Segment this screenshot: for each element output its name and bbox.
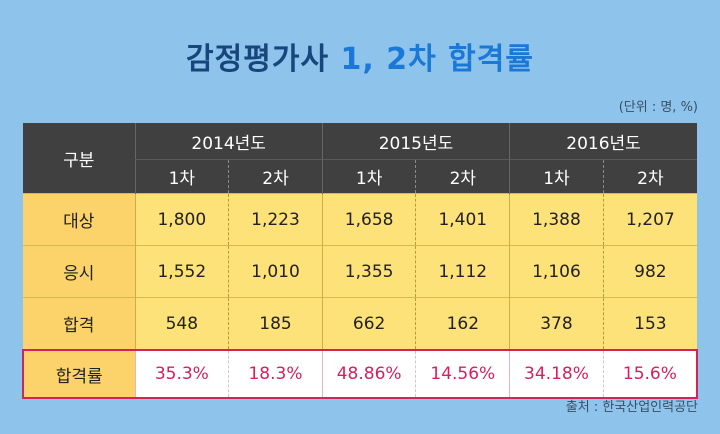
table-cell: 153 bbox=[602, 297, 697, 350]
table-row: 합격 548 185 662 162 378 153 bbox=[23, 297, 697, 350]
round-header: 2차 bbox=[415, 159, 510, 194]
table-cell: 185 bbox=[228, 297, 323, 350]
rate-cell: 18.3% bbox=[228, 349, 323, 399]
table-cell: 1,388 bbox=[509, 193, 604, 246]
rate-cell: 35.3% bbox=[134, 349, 229, 399]
page-title: 감정평가사 1, 2차 합격률 bbox=[0, 34, 720, 78]
table-cell: 1,355 bbox=[321, 245, 416, 298]
table-cell: 378 bbox=[509, 297, 604, 350]
row-label: 응시 bbox=[23, 245, 135, 298]
round-header: 1차 bbox=[321, 159, 416, 194]
rate-cell: 14.56% bbox=[415, 349, 510, 399]
year-header-row: 구분 2014년도 2015년도 2016년도 bbox=[23, 123, 697, 194]
table-cell: 1,658 bbox=[321, 193, 416, 246]
rate-cell: 34.18% bbox=[509, 349, 604, 399]
row-header: 구분 bbox=[23, 123, 135, 194]
table-cell: 662 bbox=[321, 297, 416, 350]
pass-rate-row: 합격률 35.3% 18.3% 48.86% 14.56% 34.18% 15.… bbox=[22, 349, 698, 399]
table-cell: 1,112 bbox=[415, 245, 510, 298]
pass-rate-table: 구분 2014년도 2015년도 2016년도 1차 2차 1차 2차 1차 2… bbox=[22, 123, 698, 399]
rate-cell: 48.86% bbox=[321, 349, 416, 399]
row-label: 대상 bbox=[23, 193, 135, 246]
table-row: 응시 1,552 1,010 1,355 1,112 1,106 982 bbox=[23, 245, 697, 298]
table-cell: 1,106 bbox=[509, 245, 604, 298]
unit-note: (단위 : 명, %) bbox=[618, 100, 698, 115]
year-header: 2015년도 bbox=[321, 123, 510, 160]
table-cell: 1,552 bbox=[134, 245, 229, 298]
title-accent: 1, 2차 합격률 bbox=[340, 42, 534, 77]
row-label: 합격 bbox=[23, 297, 135, 350]
table-cell: 1,207 bbox=[602, 193, 697, 246]
round-header: 1차 bbox=[509, 159, 604, 194]
table-cell: 1,010 bbox=[228, 245, 323, 298]
table-cell: 548 bbox=[134, 297, 229, 350]
round-header: 2차 bbox=[228, 159, 323, 194]
table-cell: 982 bbox=[602, 245, 697, 298]
round-header-row: 1차 2차 1차 2차 1차 2차 bbox=[23, 159, 697, 194]
table-row: 대상 1,800 1,223 1,658 1,401 1,388 1,207 bbox=[23, 193, 697, 246]
row-label: 합격률 bbox=[22, 349, 135, 399]
table-cell: 1,223 bbox=[228, 193, 323, 246]
year-header: 2014년도 bbox=[134, 123, 323, 160]
table-cell: 1,800 bbox=[134, 193, 229, 246]
round-header: 1차 bbox=[134, 159, 229, 194]
rate-cell: 15.6% bbox=[602, 349, 698, 399]
round-header: 2차 bbox=[602, 159, 697, 194]
title-main: 감정평가사 bbox=[186, 42, 330, 77]
table-cell: 162 bbox=[415, 297, 510, 350]
source-note: 출처 : 한국산업인력공단 bbox=[565, 400, 698, 415]
year-header: 2016년도 bbox=[509, 123, 697, 160]
table-cell: 1,401 bbox=[415, 193, 510, 246]
